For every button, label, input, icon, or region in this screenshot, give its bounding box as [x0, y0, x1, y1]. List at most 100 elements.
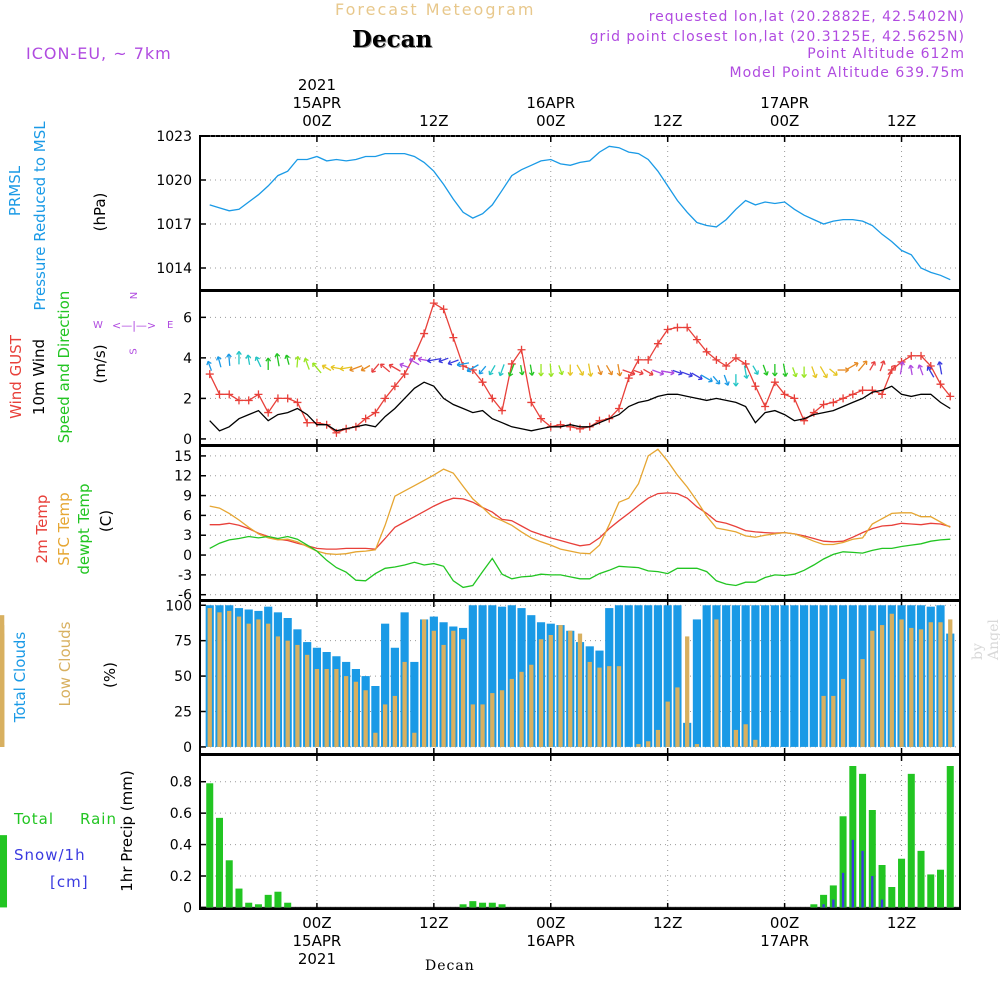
wind-arrow-head	[548, 372, 554, 377]
low-cloud-bar	[373, 732, 378, 747]
rain-bar	[839, 816, 847, 908]
wind-arrow	[207, 361, 213, 371]
gust-marker	[868, 386, 877, 395]
wind-arrow-head	[226, 353, 232, 358]
total-cloud-bar	[653, 605, 663, 747]
wind-arrow	[857, 360, 868, 372]
total-cloud-bar	[634, 605, 643, 747]
ytick-label: 0.8	[170, 775, 192, 791]
wind-arrow	[371, 363, 380, 373]
wind-arrow-head	[236, 350, 242, 355]
wind-arrow	[847, 362, 859, 370]
panel-frame	[199, 445, 961, 601]
time-axis-label: 00Z	[536, 112, 565, 130]
gust-marker	[400, 370, 409, 379]
gust-marker	[225, 390, 234, 399]
gust-marker	[673, 323, 682, 332]
wind-arrow	[743, 365, 748, 379]
wind-arrow-head	[330, 364, 335, 371]
time-axis-label: 00Z	[770, 914, 799, 932]
gust-marker	[293, 398, 302, 407]
ytick-label: 0	[183, 900, 192, 916]
gust-marker	[624, 374, 633, 383]
low-cloud-bar	[480, 704, 485, 747]
wind-arrow	[643, 368, 654, 376]
rain-bar	[488, 902, 496, 908]
wind-arrow	[438, 357, 449, 363]
wind-arrow	[811, 366, 817, 378]
total-cloud-bar	[800, 605, 809, 747]
wind-arrow-head	[853, 361, 859, 367]
wind-arrow-head	[538, 372, 544, 377]
wind-arrow	[576, 364, 584, 376]
low-cloud-bar	[305, 654, 310, 747]
rain-bar	[888, 887, 896, 908]
ytick-label: 0	[183, 548, 192, 564]
gust-marker	[663, 325, 672, 334]
rain-bar	[898, 858, 906, 908]
low-cloud-bar	[431, 630, 436, 747]
low-cloud-bar	[665, 701, 670, 747]
time-axis-label: 12Z	[887, 112, 916, 130]
low-cloud-bar	[568, 630, 573, 747]
wind-arrow-head	[447, 360, 453, 366]
gust-marker	[449, 333, 458, 342]
wind-arrow-head	[597, 370, 603, 376]
wind-arrow-head	[862, 360, 868, 366]
total-cloud-bar	[809, 605, 818, 747]
wind-arrow-head	[870, 361, 876, 366]
low-cloud-bar	[0, 633, 5, 747]
wind-arrow	[399, 363, 410, 369]
rain-bar	[0, 835, 8, 908]
wind-arrow-head	[880, 360, 886, 365]
requested-coords: requested lon,lat (20.2882E, 42.5402N)	[648, 9, 965, 25]
wind-arrow-head	[648, 370, 654, 376]
wind-arrow	[712, 375, 721, 385]
rain-bar	[206, 783, 214, 908]
gust-marker	[653, 339, 662, 348]
gust-marker	[517, 345, 526, 354]
gust-marker	[858, 386, 867, 395]
wind-arrow-head	[743, 374, 750, 379]
wind-arrow	[819, 366, 828, 379]
gust-marker	[936, 380, 945, 389]
wind-arrow-head	[312, 362, 317, 368]
wind-arrow-head	[321, 364, 327, 370]
time-axis-label: 2021	[298, 76, 336, 94]
low-cloud-bar	[324, 669, 329, 747]
low-cloud-bar	[519, 671, 524, 747]
gust-marker	[478, 378, 487, 387]
ytick-label: 0.6	[170, 806, 192, 822]
wind-arrow-head	[417, 356, 423, 363]
wind-arrow-head	[478, 369, 484, 375]
wind-arrow-head	[688, 372, 693, 378]
wind-arrow	[466, 364, 479, 372]
low-cloud-bar	[441, 644, 446, 747]
low-cloud-bar	[889, 613, 894, 747]
wind-arrow-head	[753, 370, 759, 375]
total-cloud-bar	[381, 623, 390, 747]
wind-arrow	[499, 364, 505, 376]
gust-marker	[244, 396, 253, 405]
low-cloud-bar	[879, 625, 885, 747]
wind-arrow	[869, 361, 876, 371]
wind-arrow-head	[670, 369, 675, 376]
ytick-label: 3	[183, 528, 192, 544]
gust-marker	[683, 323, 692, 332]
low-cloud-bar	[217, 612, 222, 747]
low-cloud-bar	[285, 640, 290, 747]
wind-arrow	[661, 370, 675, 374]
low-cloud-bar	[246, 623, 251, 747]
time-axis-label: 16APR	[526, 932, 575, 950]
wind-arrow	[255, 356, 262, 368]
total-cloud-bar	[692, 619, 702, 747]
wind-arrow-head	[782, 372, 789, 377]
ytick-label: 100	[165, 598, 192, 614]
total-cloud-bar	[731, 605, 740, 747]
low-cloud-bar	[460, 639, 466, 747]
rain-bar	[479, 902, 487, 908]
low-cloud-bar	[207, 608, 212, 747]
time-axis-label: 12Z	[887, 914, 916, 932]
wind-arrow	[558, 365, 563, 375]
panel-frame	[199, 135, 961, 291]
